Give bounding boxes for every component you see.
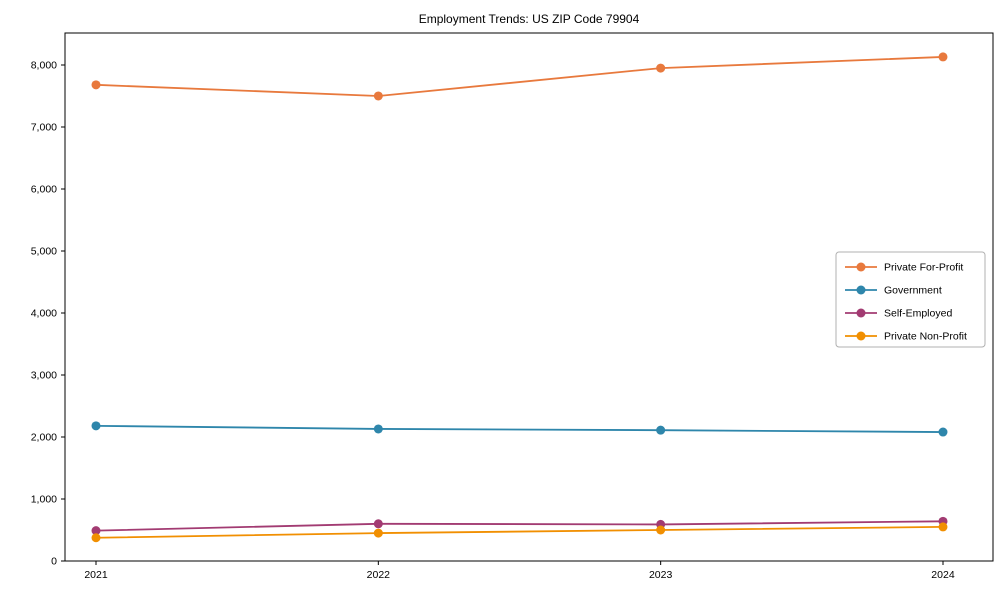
chart-title: Employment Trends: US ZIP Code 79904	[419, 12, 640, 26]
legend-label: Self-Employed	[884, 308, 952, 320]
y-axis-tick-label: 3,000	[31, 369, 57, 381]
legend-label: Private For-Profit	[884, 262, 963, 274]
series-line	[95, 520, 943, 532]
legend: Private For-Profit Government Self-Employe…	[835, 251, 986, 348]
legend-label: Government	[884, 285, 942, 297]
data-point-marker	[373, 91, 383, 101]
y-axis-tick-label: 6,000	[31, 183, 57, 195]
legend-box	[835, 251, 986, 348]
x-axis-tick-label: 2023	[649, 569, 673, 581]
data-point-marker	[373, 424, 383, 434]
y-axis-tick-label: 0	[51, 556, 57, 568]
data-point-marker	[373, 519, 383, 529]
series-line	[95, 56, 944, 97]
y-axis-tick-label: 4,000	[31, 307, 57, 319]
data-point-marker	[656, 425, 666, 435]
data-point-marker	[938, 52, 948, 62]
plot-border	[64, 32, 994, 562]
legend-marker	[856, 262, 866, 272]
x-axis-tick-label: 2021	[84, 569, 108, 581]
y-axis-tick-label: 5,000	[31, 245, 57, 257]
x-axis-tick-label: 2022	[367, 569, 391, 581]
x-axis-tick-label: 2024	[931, 569, 955, 581]
y-axis-tick-label: 2,000	[31, 431, 57, 443]
legend-marker	[856, 308, 866, 318]
series-government	[91, 421, 948, 437]
y-axis-tick-label: 7,000	[31, 121, 57, 133]
series-line	[95, 424, 943, 433]
legend-marker	[856, 331, 866, 341]
legend-entry: Private For-Profit	[845, 262, 963, 274]
data-point-marker	[656, 525, 666, 535]
series-private-non-profit	[91, 522, 948, 543]
legend-marker	[856, 285, 866, 295]
data-point-marker	[373, 528, 383, 538]
data-point-marker	[938, 427, 948, 437]
data-point-marker	[938, 522, 948, 532]
plot-area: 0 1,000 2,000 3,000 4,000 5,000 6,000 7,000 8,00…	[31, 32, 994, 581]
y-axis-tick-label: 1,000	[31, 493, 57, 505]
legend-entry: Private Non-Profit	[845, 331, 967, 343]
data-point-marker	[91, 421, 101, 431]
data-point-marker	[656, 63, 666, 73]
legend-entry: Self-Employed	[845, 308, 952, 320]
data-point-marker	[91, 533, 101, 543]
data-point-marker	[91, 526, 101, 536]
legend-label: Private Non-Profit	[884, 331, 967, 343]
legend-entry: Government	[845, 285, 942, 297]
y-axis-tick-label: 8,000	[31, 59, 57, 71]
series-private-for-profit	[91, 52, 948, 101]
series-line	[95, 525, 943, 539]
data-point-marker	[91, 80, 101, 90]
